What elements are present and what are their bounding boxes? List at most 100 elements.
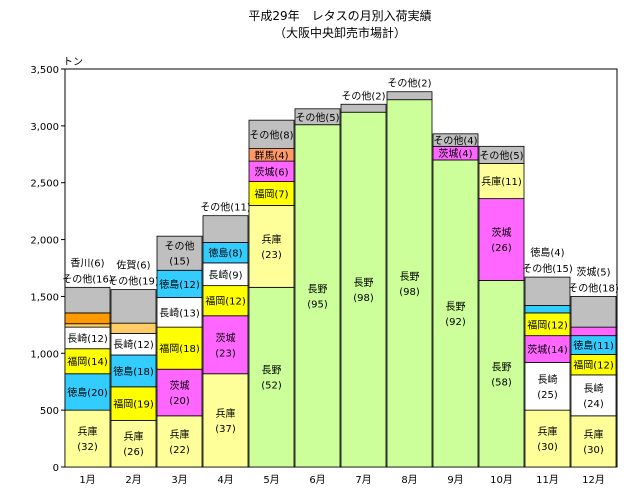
segment-label: 福岡(19)	[113, 398, 154, 411]
segment-label: (98)	[399, 287, 420, 298]
bar-segment	[202, 315, 249, 375]
bar-segment	[524, 335, 571, 363]
bar-segment	[156, 297, 203, 328]
segment-label: 福岡(12)	[527, 318, 568, 331]
segment-label: 茨城(6)	[254, 165, 288, 178]
x-tick-label: 1月	[79, 474, 95, 486]
bar-segment	[248, 119, 295, 149]
segment-label: 兵庫	[584, 428, 604, 441]
bar-top-label: その他(18)	[568, 281, 619, 294]
bar-segment	[432, 133, 479, 147]
segment-label: (32)	[77, 442, 98, 453]
bar-segment	[340, 103, 387, 113]
chart-title: 平成29年 レタスの月別入荷実績	[248, 9, 432, 23]
bar-segment	[432, 159, 479, 468]
segment-label: 長崎(12)	[67, 332, 108, 345]
bar-top-label: その他(11)	[200, 201, 251, 214]
bar-segment	[524, 276, 571, 306]
segment-label: 徳島(8)	[208, 247, 242, 260]
segment-label: 福岡(7)	[254, 188, 288, 201]
bar-segment	[110, 322, 157, 334]
bar-top-label: 佐賀(6)	[116, 260, 150, 272]
bar-segment	[110, 289, 157, 324]
segment-label: (26)	[491, 243, 512, 254]
x-tick-label: 11月	[536, 474, 559, 486]
bar-segment	[248, 205, 295, 288]
bar-segment	[386, 99, 433, 468]
bar-top-label: 香川(6)	[70, 257, 104, 269]
y-tick-label: 3,500	[30, 65, 59, 76]
segment-label: (20)	[169, 396, 190, 407]
bar-segment	[294, 108, 341, 126]
segment-label: 兵庫(11)	[481, 175, 522, 188]
x-tick-label: 3月	[171, 474, 187, 486]
segment-label: (37)	[215, 424, 236, 435]
bar-segment	[524, 361, 571, 411]
bar-segment	[570, 296, 617, 328]
segment-label: 福岡(14)	[67, 355, 108, 368]
segment-label: 茨城(4)	[438, 147, 472, 160]
segment-label: 徳島(18)	[113, 365, 154, 378]
bar-top-label: その他(15)	[522, 262, 573, 275]
segment-label: (92)	[445, 317, 466, 328]
segment-label: 長野	[262, 365, 282, 377]
bar-segment	[478, 198, 525, 281]
segment-label: (25)	[537, 390, 558, 401]
y-tick-label: 2,500	[30, 179, 59, 190]
chart-title-block: 平成29年 レタスの月別入荷実績 （大阪中央卸売市場計）	[0, 8, 640, 42]
x-tick-label: 9月	[447, 474, 463, 486]
bar-segment	[156, 269, 203, 298]
segment-label: (95)	[307, 299, 328, 310]
segment-label: 長崎(12)	[113, 338, 154, 351]
bar-segment	[110, 354, 157, 388]
segment-label: 長崎	[538, 373, 558, 386]
segment-label: (52)	[261, 381, 282, 392]
x-tick-label: 8月	[401, 474, 417, 486]
segment-label: 兵庫	[262, 233, 282, 246]
segment-label: 長野	[492, 361, 512, 373]
y-axis-unit-label: トン	[63, 57, 83, 68]
segment-label: (58)	[491, 377, 512, 388]
bar-segment	[64, 323, 111, 328]
bar-segment	[386, 91, 433, 101]
chart-subtitle: （大阪中央卸売市場計）	[273, 26, 406, 40]
bar-segment	[156, 326, 203, 370]
segment-label: 長崎(9)	[208, 268, 242, 281]
segment-label: 長崎(13)	[159, 306, 200, 319]
segment-label: その他(5)	[479, 149, 523, 162]
y-tick-label: 500	[40, 406, 59, 417]
y-tick-label: 3,000	[30, 122, 59, 133]
bar-segment	[202, 373, 249, 468]
bar-segment	[64, 348, 111, 375]
bar-segment	[202, 215, 249, 243]
segment-label: (30)	[583, 445, 604, 456]
bar-top-label: その他(16)	[62, 272, 113, 285]
bar-segment	[156, 235, 203, 271]
segment-label: (22)	[169, 445, 190, 456]
bar-top-label: 茨城(5)	[576, 265, 610, 278]
segment-label: 茨城(14)	[527, 343, 568, 356]
segment-label: 長野	[446, 301, 466, 313]
segment-label: 茨城	[492, 226, 512, 239]
bar-top-label: その他(2)	[387, 77, 431, 90]
segment-label: 福岡(12)	[573, 359, 614, 372]
segment-label: 兵庫	[216, 407, 236, 420]
segment-label: 長野	[308, 283, 328, 295]
segment-label: 福岡(18)	[159, 342, 200, 355]
bar-segment	[156, 415, 203, 468]
bar-segment	[524, 409, 571, 468]
bar-segment	[202, 285, 249, 317]
segment-label: (23)	[261, 250, 282, 261]
segment-label: 徳島(20)	[67, 386, 108, 399]
segment-label: (23)	[215, 348, 236, 359]
segment-label: (15)	[169, 257, 190, 268]
segment-label: 茨城	[170, 379, 190, 392]
bar-segment	[110, 386, 157, 421]
segment-label: 兵庫	[78, 425, 98, 438]
bar-segment	[294, 124, 341, 468]
bar-segment	[524, 305, 571, 314]
bar-segment	[156, 368, 203, 417]
x-tick-label: 10月	[490, 474, 513, 486]
x-tick-label: 4月	[217, 474, 233, 486]
bar-segment	[478, 280, 525, 468]
